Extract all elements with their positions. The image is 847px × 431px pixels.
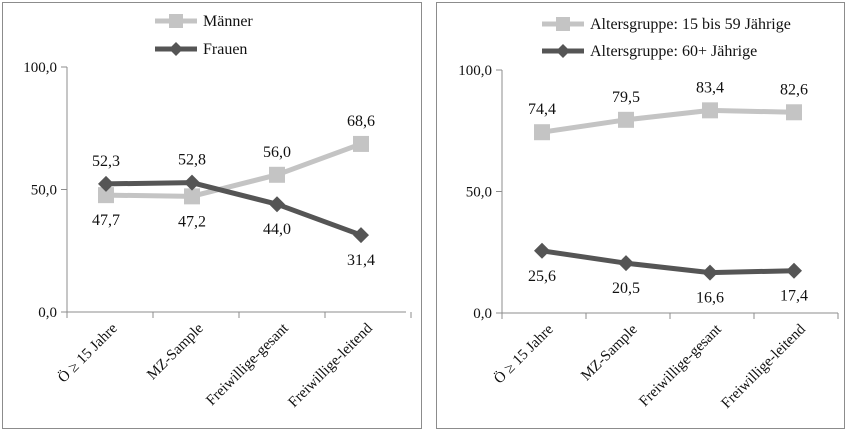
data-label: 25,6 xyxy=(528,268,556,285)
data-label: 82,6 xyxy=(780,81,808,98)
series-line-light xyxy=(105,141,362,199)
chart-panel-right: 0,0 50,0 100,0 Ö ≥ 15 Jahre MZ-Sample Freiwil… xyxy=(436,2,845,429)
legend-marker xyxy=(556,44,570,58)
data-label: 31,4 xyxy=(347,252,375,269)
data-point xyxy=(786,104,802,121)
x-tick-label: Freiwillige-gesant xyxy=(636,321,725,410)
x-tick-label: Ö ≥ 15 Jahre xyxy=(490,321,557,388)
x-tick-label: Freiwillige-leitend xyxy=(286,320,377,411)
legend-label: Altersgruppe: 15 bis 59 Jährige xyxy=(590,16,791,33)
data-point xyxy=(353,135,369,152)
x-tick-label: MZ-Sample xyxy=(144,320,207,383)
data-point xyxy=(184,174,200,191)
series-line-light xyxy=(541,107,795,135)
data-point xyxy=(269,196,285,213)
data-label: 52,8 xyxy=(178,152,206,169)
legend-marker xyxy=(169,14,183,28)
legend-label: Frauen xyxy=(203,41,247,58)
legend-label: Altersgruppe: 60+ Jährige xyxy=(590,43,757,60)
data-point xyxy=(98,175,114,192)
data-label: 68,6 xyxy=(347,113,375,130)
data-label: 74,4 xyxy=(528,101,556,118)
legend-label: Männer xyxy=(203,13,253,30)
y-tick-label: 50,0 xyxy=(466,185,492,201)
data-label: 83,4 xyxy=(696,79,724,96)
legend-marker xyxy=(169,42,183,56)
x-tick-label: Freiwillige-gesant xyxy=(203,320,292,409)
data-point xyxy=(702,264,718,281)
data-point xyxy=(353,227,369,244)
data-label: 44,0 xyxy=(263,221,291,238)
data-point xyxy=(702,102,718,119)
data-point xyxy=(786,262,802,279)
chart-panel-left: 0,0 50,0 100,0 Ö ≥ 15 Jahre MZ-Sample Freiwil… xyxy=(2,2,422,429)
data-point xyxy=(534,242,550,259)
data-point xyxy=(184,188,200,205)
data-label: 16,6 xyxy=(696,290,724,307)
data-point xyxy=(98,187,114,204)
x-tick-label: MZ-Sample xyxy=(578,321,641,384)
y-tick-label: 0,0 xyxy=(38,305,57,321)
data-point xyxy=(534,124,550,141)
data-point xyxy=(618,255,634,272)
x-tick-label: Ö ≥ 15 Jahre xyxy=(54,320,121,387)
y-tick-label: 100,0 xyxy=(23,60,57,76)
data-label: 47,7 xyxy=(92,212,120,229)
data-point xyxy=(618,111,634,128)
y-tick-label: 100,0 xyxy=(458,63,492,79)
data-label: 47,2 xyxy=(178,213,206,230)
data-label: 20,5 xyxy=(612,280,640,297)
data-point xyxy=(269,166,285,183)
series-line-dark xyxy=(105,180,362,238)
y-tick-label: 50,0 xyxy=(31,183,57,199)
data-label: 17,4 xyxy=(780,288,808,305)
legend-marker xyxy=(556,17,570,31)
series-line-dark xyxy=(541,248,795,276)
data-label: 52,3 xyxy=(92,153,120,170)
data-label: 79,5 xyxy=(612,89,640,106)
y-tick-label: 0,0 xyxy=(473,306,492,322)
data-label: 56,0 xyxy=(263,144,291,161)
x-tick-label: Freiwillige-leitend xyxy=(719,321,810,412)
